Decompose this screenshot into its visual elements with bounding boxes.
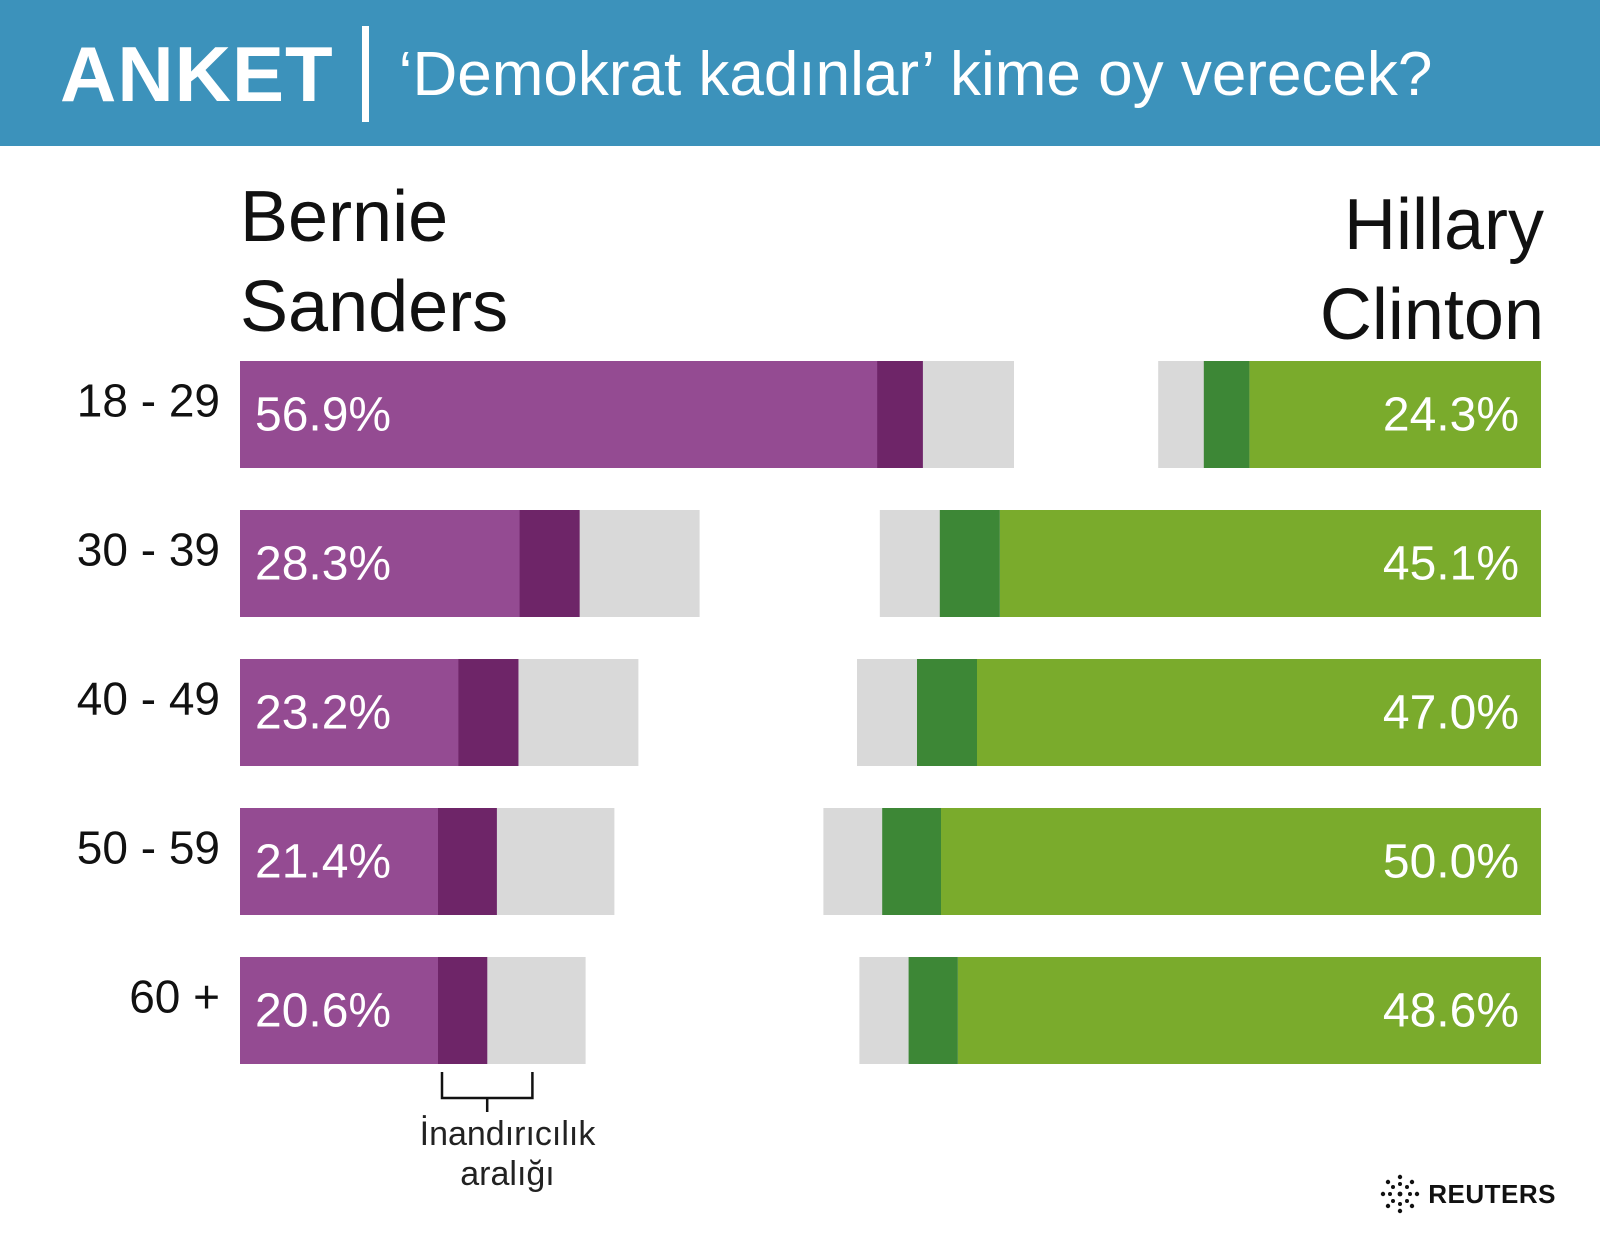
header-banner: ANKET ‘Demokrat kadınlar’ kime oy verece… — [0, 0, 1600, 146]
clinton-interval-low — [1203, 361, 1250, 468]
clinton-bar — [941, 808, 1541, 915]
clinton-interval-low — [882, 808, 941, 915]
candidate-left-line2: Sanders — [240, 267, 509, 347]
sanders-bar — [240, 361, 923, 468]
clinton-value-label: 47.0% — [1383, 687, 1519, 740]
clinton-bar — [1249, 361, 1541, 468]
clinton-bar — [957, 957, 1541, 1064]
candidate-right-label: Hillary Clinton — [1320, 180, 1544, 360]
candidate-left-label: Bernie Sanders — [240, 172, 508, 352]
clinton-interval-low — [939, 510, 1000, 617]
clinton-interval-low — [908, 957, 958, 1064]
sanders-interval-low — [438, 808, 497, 915]
clinton-interval-low — [917, 659, 977, 766]
clinton-value-label: 24.3% — [1383, 389, 1519, 442]
candidate-right-line2: Clinton — [1319, 275, 1544, 355]
clinton-value-label: 48.6% — [1383, 985, 1519, 1038]
category-label: 50 - 59 — [77, 822, 220, 874]
clinton-value-label: 45.1% — [1383, 538, 1519, 591]
header-text: ANKET ‘Demokrat kadınlar’ kime oy verece… — [60, 24, 1432, 124]
category-label: 30 - 39 — [77, 524, 220, 576]
sanders-interval-low — [438, 957, 488, 1064]
sanders-value-label: 56.9% — [255, 389, 391, 442]
chart-title: ‘Demokrat kadınlar’ kime oy verecek? — [398, 39, 1433, 109]
sanders-interval-low — [877, 361, 923, 468]
interval-bracket — [440, 1072, 534, 1112]
header-label: ANKET — [60, 29, 334, 118]
reuters-dot-ring-icon — [1381, 1174, 1420, 1214]
clinton-value-label: 50.0% — [1383, 836, 1519, 889]
category-label: 40 - 49 — [77, 673, 220, 725]
candidate-left-line1: Bernie — [240, 177, 449, 257]
reuters-logo: REUTERS — [1380, 1174, 1556, 1214]
header-separator — [361, 26, 369, 122]
category-label: 60 + — [129, 971, 220, 1023]
interval-label-line1: İnandırıcılık — [419, 1115, 596, 1153]
sanders-value-label: 28.3% — [255, 538, 391, 591]
sanders-interval-low — [519, 510, 580, 617]
reuters-logo-text: REUTERS — [1428, 1178, 1556, 1209]
candidate-right-line1: Hillary — [1343, 185, 1544, 265]
category-label: 18 - 29 — [77, 375, 220, 427]
sanders-value-label: 23.2% — [255, 687, 391, 740]
sanders-interval-low — [458, 659, 519, 766]
interval-label-line2: aralığı — [460, 1155, 555, 1193]
clinton-bar — [999, 510, 1541, 617]
sanders-value-label: 21.4% — [255, 836, 391, 889]
interval-legend-label: İnandırıcılık aralığı — [400, 1114, 615, 1194]
sanders-value-label: 20.6% — [255, 985, 391, 1038]
clinton-bar — [977, 659, 1541, 766]
